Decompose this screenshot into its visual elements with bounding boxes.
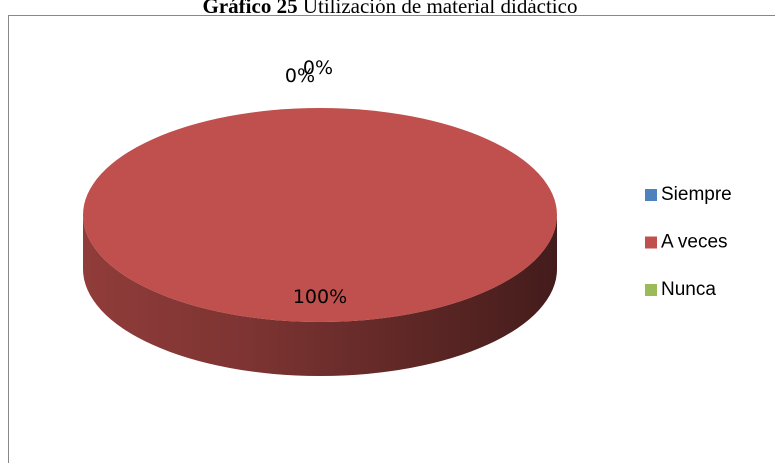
data-label: 0% xyxy=(285,65,315,87)
legend-swatch xyxy=(645,189,657,201)
data-label: 0% xyxy=(303,57,333,79)
pie-side-shade xyxy=(83,215,557,376)
legend-swatch xyxy=(645,284,657,296)
legend-label: Nunca xyxy=(661,279,716,300)
legend-label: A veces xyxy=(661,232,728,253)
chart-title: Gráfico 25 Utilización de material didác… xyxy=(203,0,578,18)
data-label: 100% xyxy=(293,286,347,308)
title-text: Utilización de material didáctico xyxy=(303,0,578,18)
legend-swatch xyxy=(645,236,657,249)
legend-label: Siempre xyxy=(661,184,732,205)
title-label: Gráfico 25 xyxy=(203,0,298,18)
pie-slice xyxy=(83,108,557,322)
